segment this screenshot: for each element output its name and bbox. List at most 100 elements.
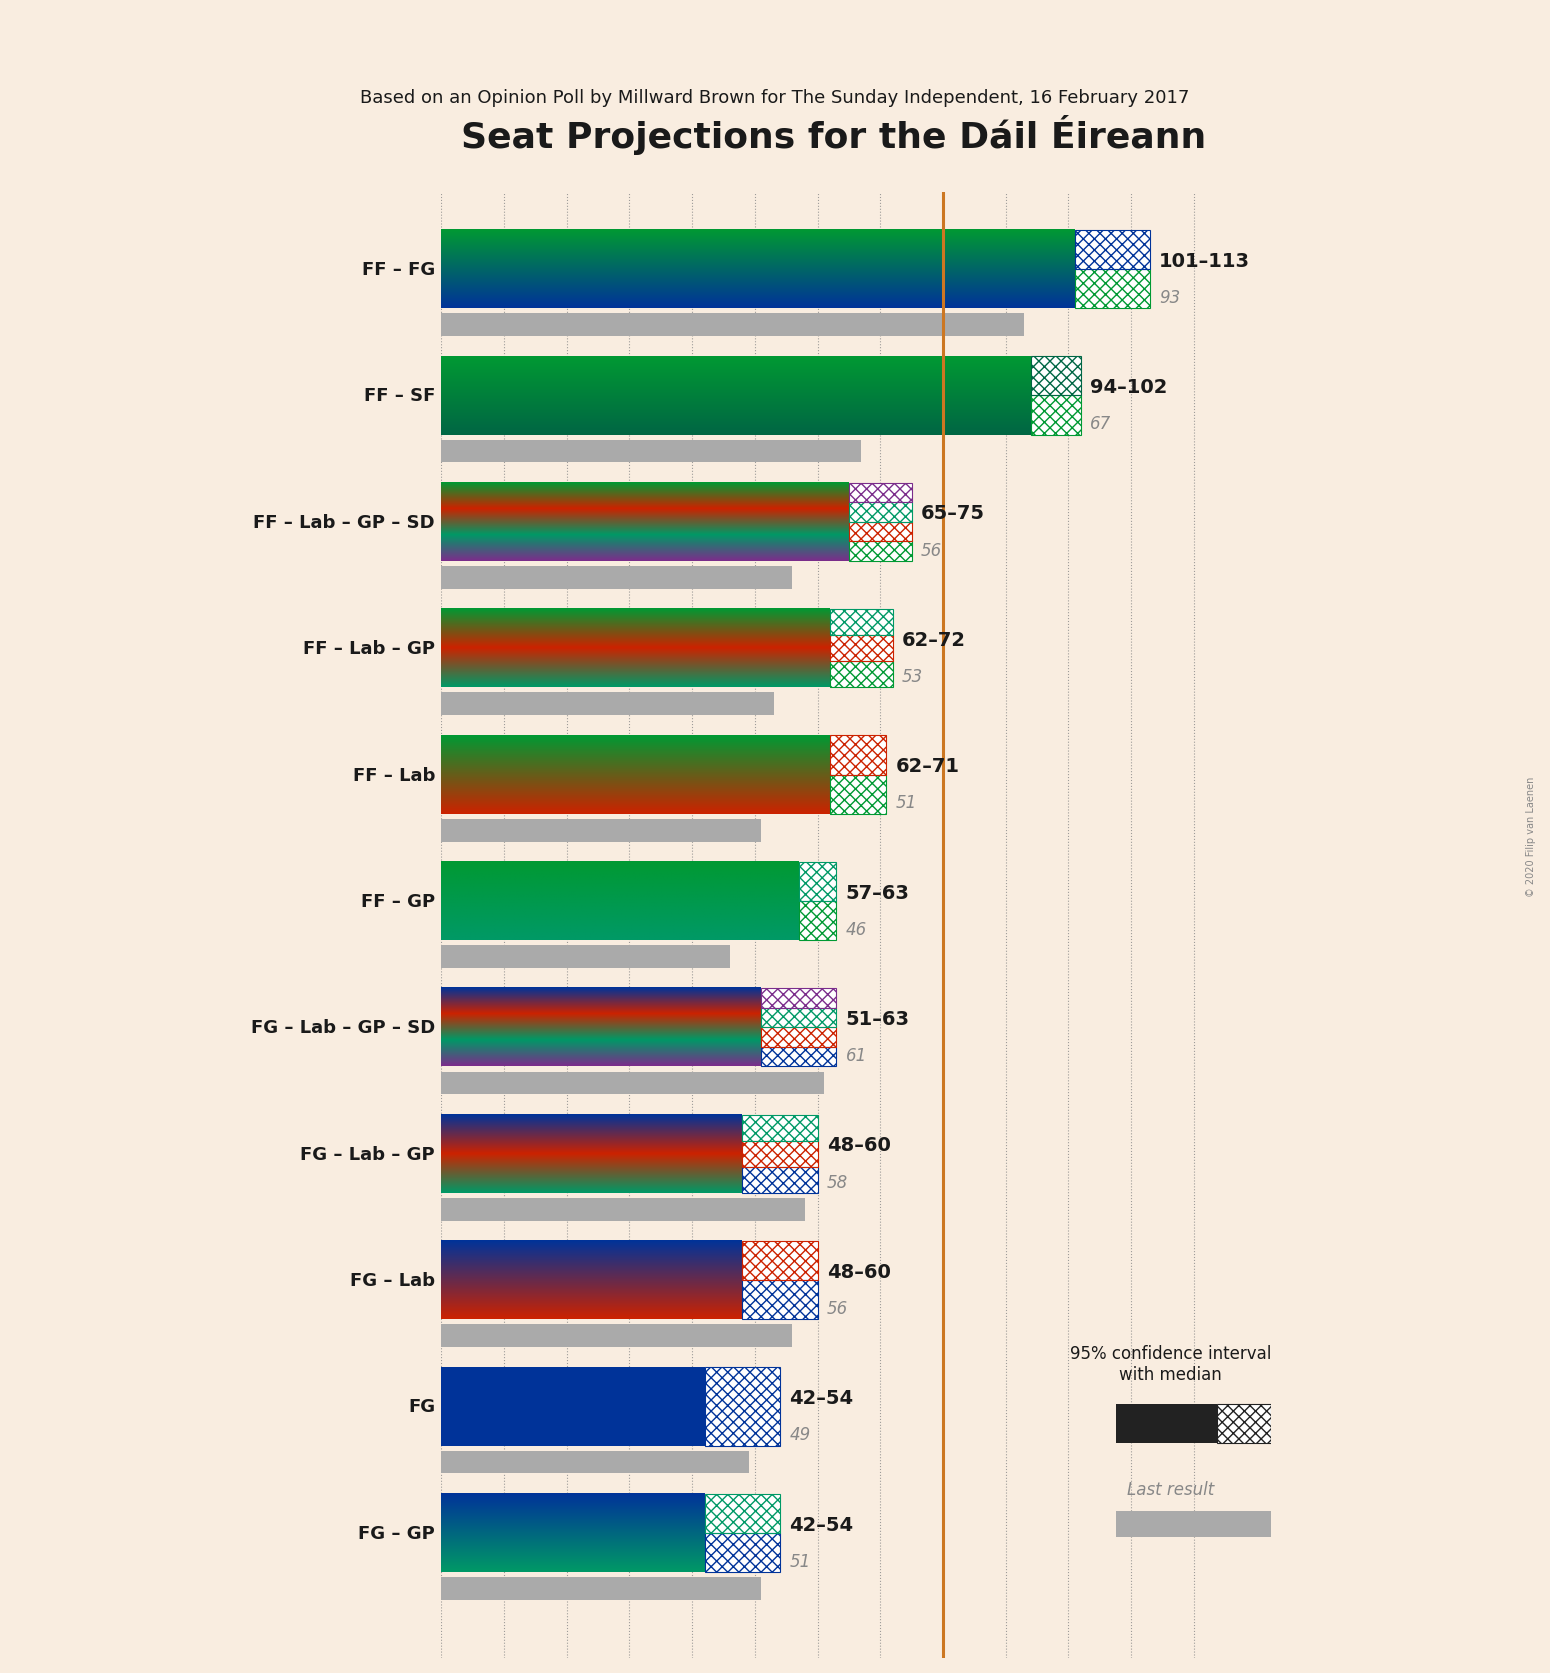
Text: FF – Lab – GP – SD: FF – Lab – GP – SD bbox=[254, 514, 436, 532]
Bar bbox=[849, 522, 911, 542]
Text: 65–75: 65–75 bbox=[921, 504, 984, 524]
Text: 67: 67 bbox=[1090, 415, 1111, 433]
Bar bbox=[761, 1009, 837, 1027]
Bar bbox=[442, 693, 773, 716]
Bar bbox=[742, 1141, 817, 1168]
Bar bbox=[761, 989, 837, 1009]
Bar bbox=[442, 315, 1025, 336]
Bar bbox=[831, 736, 887, 775]
Bar bbox=[761, 1047, 837, 1067]
Bar bbox=[798, 902, 837, 940]
Bar bbox=[442, 820, 761, 842]
Bar bbox=[442, 567, 792, 589]
Bar bbox=[1116, 1404, 1217, 1444]
Text: 62–71: 62–71 bbox=[896, 756, 959, 776]
Text: 42–54: 42–54 bbox=[789, 1514, 854, 1534]
Bar bbox=[742, 1241, 817, 1280]
Bar bbox=[1074, 231, 1150, 269]
Bar bbox=[761, 1009, 837, 1027]
Bar bbox=[442, 1325, 792, 1347]
Bar bbox=[742, 1280, 817, 1320]
Bar bbox=[798, 862, 837, 902]
Text: FF – FG: FF – FG bbox=[361, 261, 436, 279]
Bar bbox=[1031, 397, 1080, 435]
Bar bbox=[442, 1198, 804, 1221]
Text: 51: 51 bbox=[896, 795, 918, 811]
Bar bbox=[798, 902, 837, 940]
Bar bbox=[442, 1578, 761, 1599]
Bar bbox=[705, 1494, 780, 1532]
Bar bbox=[742, 1168, 817, 1193]
Bar bbox=[1031, 397, 1080, 435]
Text: Last result: Last result bbox=[1127, 1481, 1214, 1497]
Text: 56: 56 bbox=[826, 1300, 848, 1317]
Text: FG – Lab: FG – Lab bbox=[350, 1271, 436, 1290]
Bar bbox=[831, 636, 893, 663]
Bar bbox=[1031, 356, 1080, 397]
Bar bbox=[831, 775, 887, 815]
Bar bbox=[831, 736, 887, 775]
Bar bbox=[742, 1114, 817, 1141]
Text: FF – Lab – GP: FF – Lab – GP bbox=[304, 639, 436, 657]
Text: 62–72: 62–72 bbox=[902, 631, 966, 649]
Bar bbox=[742, 1141, 817, 1168]
Bar bbox=[849, 483, 911, 504]
Bar bbox=[831, 663, 893, 688]
Text: FF – Lab: FF – Lab bbox=[353, 766, 436, 785]
Bar bbox=[742, 1241, 817, 1280]
Bar bbox=[798, 862, 837, 902]
Bar bbox=[849, 542, 911, 562]
Bar bbox=[761, 1047, 837, 1067]
Bar bbox=[705, 1494, 780, 1532]
Text: 51–63: 51–63 bbox=[846, 1009, 910, 1029]
Bar bbox=[849, 504, 911, 522]
Text: 53: 53 bbox=[902, 668, 924, 686]
Bar bbox=[705, 1367, 780, 1445]
Text: 57–63: 57–63 bbox=[846, 883, 910, 902]
Bar bbox=[705, 1367, 780, 1445]
Text: 93: 93 bbox=[1159, 289, 1181, 306]
Bar bbox=[442, 1072, 823, 1094]
Text: 49: 49 bbox=[789, 1425, 811, 1444]
Text: 48–60: 48–60 bbox=[826, 1261, 891, 1282]
Text: FG – Lab – GP: FG – Lab – GP bbox=[301, 1144, 436, 1163]
Bar bbox=[1031, 356, 1080, 397]
Text: FF – GP: FF – GP bbox=[361, 892, 436, 910]
Bar bbox=[761, 1027, 837, 1047]
Bar bbox=[742, 1280, 817, 1320]
Text: Based on an Opinion Poll by Millward Brown for The Sunday Independent, 16 Februa: Based on an Opinion Poll by Millward Bro… bbox=[360, 89, 1190, 107]
Bar bbox=[1074, 269, 1150, 310]
Text: © 2020 Filip van Laenen: © 2020 Filip van Laenen bbox=[1527, 776, 1536, 897]
Bar bbox=[831, 663, 893, 688]
Bar bbox=[1116, 1511, 1271, 1537]
Bar bbox=[1217, 1404, 1271, 1444]
Bar bbox=[849, 522, 911, 542]
Text: 42–54: 42–54 bbox=[789, 1389, 854, 1407]
Bar bbox=[831, 609, 893, 636]
Bar bbox=[442, 440, 862, 463]
Bar bbox=[742, 1114, 817, 1141]
Text: 46: 46 bbox=[846, 920, 866, 939]
Bar bbox=[705, 1532, 780, 1573]
Text: 56: 56 bbox=[921, 542, 942, 559]
Bar bbox=[831, 609, 893, 636]
Text: FG – Lab – GP – SD: FG – Lab – GP – SD bbox=[251, 1019, 436, 1037]
Bar bbox=[849, 483, 911, 504]
Bar bbox=[761, 989, 837, 1009]
Bar bbox=[831, 775, 887, 815]
Bar bbox=[849, 504, 911, 522]
Text: FG – GP: FG – GP bbox=[358, 1524, 436, 1543]
Text: 58: 58 bbox=[826, 1173, 848, 1191]
Text: 101–113: 101–113 bbox=[1159, 251, 1251, 271]
Text: FG: FG bbox=[408, 1397, 436, 1415]
Bar bbox=[761, 1027, 837, 1047]
Bar bbox=[705, 1532, 780, 1573]
Text: 94–102: 94–102 bbox=[1090, 378, 1167, 397]
Bar bbox=[742, 1168, 817, 1193]
Text: FF – SF: FF – SF bbox=[364, 386, 436, 405]
Text: 95% confidence interval
with median: 95% confidence interval with median bbox=[1070, 1343, 1271, 1384]
Bar bbox=[831, 636, 893, 663]
Bar bbox=[442, 1367, 705, 1445]
Bar bbox=[1074, 231, 1150, 269]
Text: 61: 61 bbox=[846, 1047, 866, 1064]
